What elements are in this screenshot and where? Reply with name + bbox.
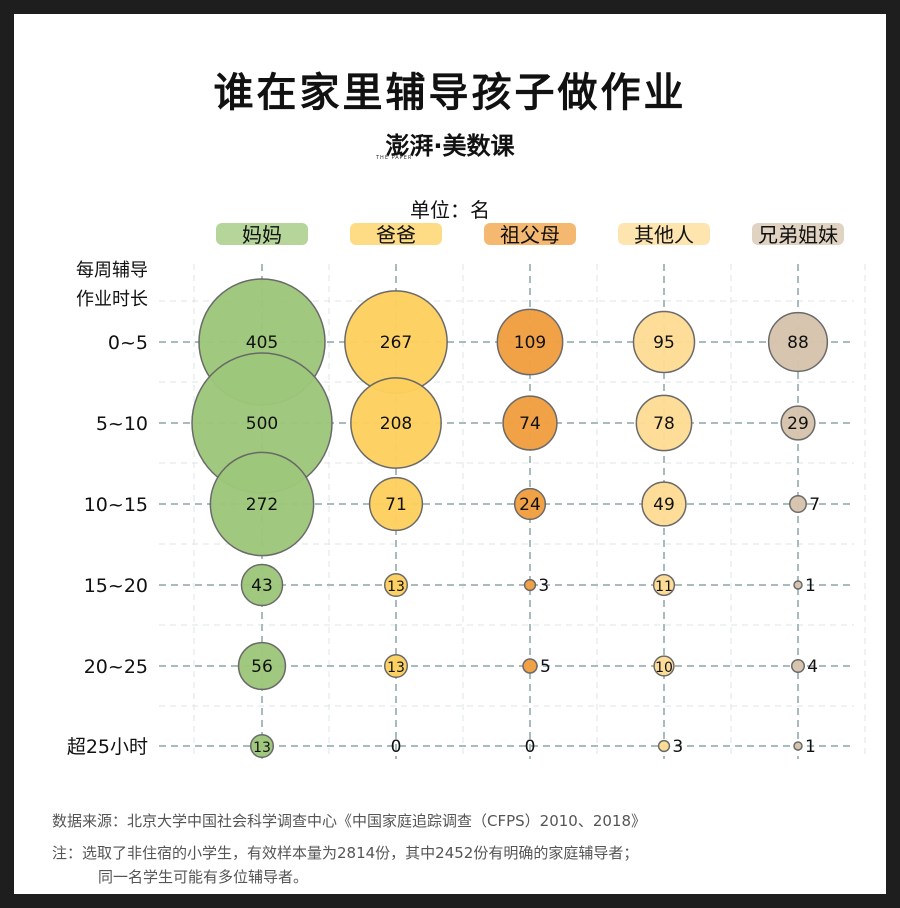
brand-subtitle: THE PAPER	[376, 155, 413, 161]
bubble-value-label: 95	[653, 333, 675, 353]
column-header-label: 兄弟姐妹	[758, 223, 838, 247]
bubble	[522, 658, 538, 674]
bubble-value-label: 1	[805, 737, 816, 757]
bubble	[383, 653, 409, 679]
bubble-value-label: 405	[246, 333, 278, 353]
bubble-value-label: 109	[514, 333, 546, 353]
bubble	[502, 395, 558, 451]
bubble-value-label: 24	[519, 495, 541, 515]
bubble-value-label: 7	[809, 495, 820, 515]
bubble	[790, 658, 806, 674]
bubble-value-label: 0	[391, 737, 402, 757]
note-line-2: 同一名学生可能有多位辅导者。	[98, 868, 309, 886]
column-header-highlight	[350, 223, 442, 245]
bubble	[350, 377, 442, 469]
bubble-value-label: 78	[653, 414, 675, 434]
bubble	[513, 487, 547, 521]
bubble-value-label: 3	[538, 576, 549, 596]
bubble-value-label: 500	[246, 414, 278, 434]
bubble	[767, 311, 829, 373]
column-header-label: 妈妈	[242, 223, 282, 247]
column-header-label: 爸爸	[376, 223, 416, 247]
bubble	[632, 310, 696, 374]
bubble-value-label: 13	[387, 660, 405, 676]
bubble	[657, 739, 671, 753]
bubble-value-label: 56	[251, 657, 273, 677]
bubble-value-label: 13	[253, 740, 271, 756]
bubble	[209, 451, 315, 557]
bubble	[641, 481, 687, 527]
brand-logo: 澎湃·美数课	[385, 132, 515, 160]
y-axis-title-line-2: 作业时长	[76, 289, 148, 310]
row-label: 10~15	[84, 494, 148, 516]
y-axis-title-line-1: 每周辅导	[76, 260, 148, 281]
data-source: 数据来源：北京大学中国社会科学调查中心《中国家庭追踪调查（CFPS）2010、2…	[52, 812, 647, 830]
bubble-value-label: 71	[385, 495, 407, 515]
column-header-highlight	[752, 223, 844, 245]
column-header-highlight	[618, 223, 710, 245]
bubble-value-label: 74	[519, 414, 541, 434]
chart-card: 谁在家里辅导孩子做作业 澎湃·美数课 THE PAPER 单位：名 妈妈 爸爸 祖父…	[14, 14, 886, 894]
column-header-highlight	[216, 223, 308, 245]
bubble	[368, 476, 424, 532]
bubble-value-label: 11	[655, 579, 673, 595]
bubble	[788, 494, 808, 514]
bubble	[249, 733, 275, 759]
bubble-value-label: 13	[387, 579, 405, 595]
column-header-highlight	[484, 223, 576, 245]
bubble	[237, 641, 287, 691]
bubble-value-label: 49	[653, 495, 675, 515]
bubble	[793, 580, 803, 590]
bubble-value-label: 267	[380, 333, 412, 353]
row-label: 0~5	[108, 332, 148, 354]
bubble-value-label: 5	[540, 657, 551, 677]
row-label: 15~20	[84, 575, 148, 597]
row-label: 超25小时	[67, 736, 148, 758]
bubble	[652, 573, 676, 597]
bubble	[523, 578, 537, 592]
chart-title: 谁在家里辅导孩子做作业	[213, 70, 687, 116]
bubble-value-label: 4	[807, 657, 818, 677]
unit-label: 单位：名	[410, 198, 490, 222]
row-label: 5~10	[96, 413, 148, 435]
bubble	[780, 405, 816, 441]
row-label: 20~25	[84, 656, 148, 678]
bubble	[635, 394, 693, 452]
bubble	[793, 741, 803, 751]
bubble-value-label: 10	[655, 660, 673, 676]
bubble-value-label: 208	[380, 414, 412, 434]
note-line-1: 注：选取了非住宿的小学生，有效样本量为2814份，其中2452份有明确的家庭辅导…	[52, 844, 639, 862]
bubble	[240, 563, 284, 607]
bubble	[496, 308, 564, 376]
bubble-value-label: 88	[787, 333, 809, 353]
bubble	[653, 655, 675, 677]
bubble	[383, 572, 409, 598]
bubble-value-label: 3	[672, 737, 683, 757]
column-header-label: 祖父母	[500, 223, 560, 247]
bubble-value-label: 0	[525, 737, 536, 757]
bubble-value-label: 272	[246, 495, 278, 515]
bubble-value-label: 1	[805, 576, 816, 596]
bubble-value-label: 43	[251, 576, 273, 596]
bubble-value-label: 29	[787, 414, 809, 434]
column-header-label: 其他人	[634, 223, 694, 247]
